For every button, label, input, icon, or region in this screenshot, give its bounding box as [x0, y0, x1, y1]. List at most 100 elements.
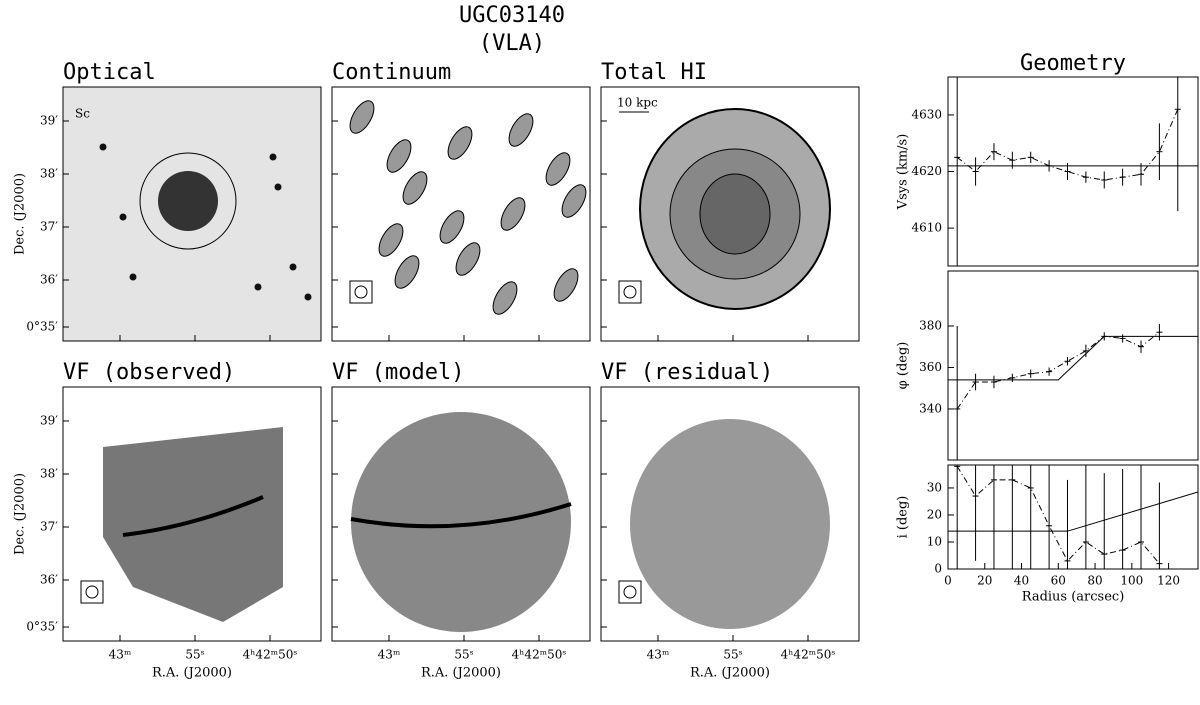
figure-title: UGC03140 — [459, 3, 565, 28]
continuum-blob — [386, 139, 412, 173]
y-tick-label: 340 — [919, 401, 942, 415]
y-tick-label: 0°35′ — [26, 320, 58, 334]
continuum-blob — [402, 171, 428, 205]
x-tick-label: 80 — [1087, 574, 1102, 588]
continuum-blob — [378, 223, 404, 257]
y-axis-label: φ (deg) — [896, 342, 911, 390]
star — [274, 183, 282, 191]
y-tick-label: 38′ — [40, 467, 58, 481]
x-tick-label: 60 — [1051, 574, 1066, 588]
y-tick-label: 36′ — [40, 273, 58, 287]
continuum-blob — [394, 255, 420, 289]
panel-annotation: 10 kpc — [617, 96, 658, 110]
y-tick-label: 30 — [927, 480, 942, 494]
y-tick-label: 4630 — [911, 107, 942, 121]
continuum-blob — [439, 210, 465, 244]
beam — [354, 285, 368, 299]
beam — [85, 585, 99, 599]
residual-field — [630, 419, 830, 629]
star — [119, 213, 127, 221]
plot-area — [948, 465, 1198, 569]
fit-line — [948, 335, 1198, 381]
x-axis-label: R.A. (J2000) — [421, 666, 501, 681]
panel-title: VF (residual) — [601, 360, 773, 385]
plot-area — [948, 323, 1198, 460]
continuum-blob — [553, 268, 579, 302]
star — [99, 143, 107, 151]
x-tick-label: 55ˢ — [454, 648, 473, 662]
y-tick-label: 20 — [927, 507, 942, 521]
y-tick-label: 36′ — [40, 573, 58, 587]
x-tick-label: 55ˢ — [185, 648, 204, 662]
hi-contour — [699, 173, 771, 255]
star — [289, 263, 297, 271]
x-tick-label: 43ᵐ — [378, 648, 401, 662]
y-tick-label: 37′ — [40, 220, 58, 234]
x-tick-label: 40 — [1014, 574, 1029, 588]
y-tick-label: 4620 — [911, 164, 942, 178]
star — [269, 153, 277, 161]
panel-frame — [331, 86, 591, 342]
y-tick-label: 37′ — [40, 520, 58, 534]
panel-frame — [62, 386, 322, 642]
y-axis-label: Dec. (J2000) — [13, 473, 28, 555]
y-tick-label: 10 — [927, 534, 942, 548]
x-axis-label: R.A. (J2000) — [152, 666, 232, 681]
data-line — [956, 466, 1160, 564]
continuum-blob — [455, 242, 481, 276]
data-line — [956, 331, 1160, 410]
continuum-blob — [508, 113, 534, 147]
y-tick-label: 380 — [919, 318, 942, 332]
x-tick-label: 120 — [1157, 574, 1180, 588]
continuum-blob — [561, 184, 587, 218]
x-tick-label: 4ʰ42ᵐ50ˢ — [243, 648, 298, 662]
y-tick-label: 4610 — [911, 221, 942, 235]
y-tick-label: 39′ — [40, 114, 58, 128]
panel-title: Optical — [63, 60, 156, 85]
x-tick-label: 43ᵐ — [647, 648, 670, 662]
panel-annotation: Sc — [75, 107, 90, 121]
x-tick-label: 55ˢ — [723, 648, 742, 662]
x-axis-label: R.A. (J2000) — [690, 666, 770, 681]
beam — [623, 285, 637, 299]
panel-frame — [62, 86, 322, 342]
panel-frame — [600, 386, 860, 642]
y-tick-label: 39′ — [40, 414, 58, 428]
geometry-title: Geometry — [1020, 51, 1126, 76]
kinematic-line — [122, 495, 264, 537]
x-tick-label: 4ʰ42ᵐ50ˢ — [781, 648, 836, 662]
y-tick-label: 0 — [934, 562, 942, 576]
galaxy — [158, 171, 218, 231]
chart-frame — [947, 464, 1199, 570]
figure-subtitle: (VLA) — [479, 31, 545, 56]
kinematic-line — [350, 502, 572, 529]
x-tick-label: 4ʰ42ᵐ50ˢ — [512, 648, 567, 662]
panel-title: Continuum — [332, 60, 451, 85]
velocity-field — [103, 427, 283, 622]
star — [254, 283, 262, 291]
y-axis-label: Vsys (km/s) — [896, 134, 911, 211]
fit-line — [948, 491, 1198, 532]
continuum-blob — [492, 281, 518, 315]
panel-title: VF (observed) — [63, 360, 235, 385]
galaxy-aperture — [139, 152, 237, 250]
panel-frame — [600, 86, 860, 342]
panel-title: VF (model) — [332, 360, 464, 385]
continuum-blob — [349, 100, 375, 134]
star — [129, 273, 137, 281]
x-tick-label: 20 — [977, 574, 992, 588]
continuum-blob — [447, 126, 473, 160]
x-tick-label: 43ᵐ — [109, 648, 132, 662]
beam — [623, 585, 637, 599]
panel-title: Total HI — [601, 60, 707, 85]
y-tick-label: 38′ — [40, 167, 58, 181]
y-tick-label: 0°35′ — [26, 620, 58, 634]
chart-frame — [947, 76, 1199, 267]
x-tick-label: 100 — [1120, 574, 1143, 588]
panel-frame — [331, 386, 591, 642]
y-axis-label: Dec. (J2000) — [13, 173, 28, 255]
plot-area — [948, 77, 1198, 266]
chart-frame — [947, 270, 1199, 461]
y-axis-label: i (deg) — [896, 496, 911, 539]
